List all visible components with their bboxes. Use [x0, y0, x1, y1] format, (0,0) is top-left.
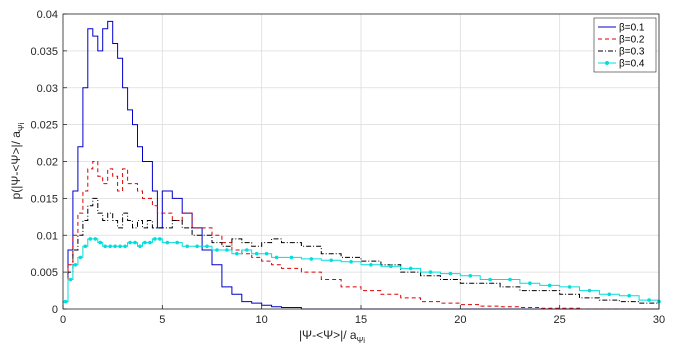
- y-tick-label: 0.035: [30, 46, 58, 58]
- data-point-marker: [88, 237, 93, 241]
- data-point-marker: [468, 274, 473, 278]
- legend-label: β=0.4: [619, 59, 645, 70]
- data-point-marker: [488, 277, 492, 282]
- data-point-marker: [349, 260, 353, 264]
- data-point-marker: [264, 251, 269, 256]
- data-point-marker: [215, 248, 219, 252]
- series-2: [62, 161, 659, 310]
- data-point-marker: [68, 277, 73, 282]
- data-point-marker: [448, 271, 453, 276]
- data-point-marker: [118, 244, 122, 249]
- legend-item: β=0.2: [598, 35, 645, 46]
- legend-item: β=0.4: [598, 59, 645, 70]
- data-point-marker: [93, 237, 98, 241]
- data-point-marker: [195, 244, 199, 249]
- legend: β=0.1β=0.2β=0.3β=0.4: [593, 17, 657, 73]
- y-tick-label: 0.04: [37, 9, 58, 21]
- data-point-marker: [63, 299, 68, 304]
- data-point-marker: [587, 288, 592, 293]
- data-point-marker: [133, 240, 137, 245]
- data-point-marker: [309, 257, 314, 261]
- data-point-marker: [138, 244, 142, 249]
- y-axis-label-subscript: Ψi: [17, 122, 26, 131]
- series-4: [62, 237, 661, 309]
- y-tick-label: 0.01: [37, 230, 58, 242]
- data-point-marker: [148, 240, 152, 245]
- series-3: [62, 197, 660, 309]
- data-point-marker: [235, 251, 239, 256]
- data-point-marker: [607, 292, 612, 297]
- legend-label: β=0.2: [619, 35, 645, 46]
- data-point-marker: [408, 266, 413, 271]
- data-point-marker: [205, 244, 209, 249]
- data-point-marker: [274, 255, 279, 260]
- x-tick-label: 15: [355, 314, 367, 326]
- data-point-marker: [547, 283, 552, 288]
- data-point-marker: [428, 270, 433, 274]
- series-line: [62, 197, 660, 309]
- x-axis-label-subscript: Ψi: [357, 336, 366, 345]
- data-point-marker: [78, 255, 83, 260]
- data-point-marker: [329, 258, 334, 263]
- data-point-marker: [289, 255, 294, 260]
- series-line: [62, 161, 659, 310]
- data-point-marker: [245, 248, 249, 252]
- x-tick-label: 25: [554, 314, 566, 326]
- y-axis-label: p(|Ψ-<Ψ>|/ aΨi: [9, 122, 26, 199]
- data-point-marker: [73, 263, 78, 267]
- series-group: [62, 20, 661, 310]
- x-tick-label: 30: [653, 314, 665, 326]
- data-point-marker: [389, 264, 393, 269]
- data-point-marker: [175, 240, 179, 245]
- data-point-marker: [113, 244, 117, 249]
- data-point-marker: [528, 281, 532, 286]
- y-tick-label: 0: [52, 304, 58, 316]
- data-point-marker: [647, 298, 651, 302]
- data-point-marker: [98, 240, 103, 245]
- data-point-marker: [128, 240, 132, 245]
- data-point-marker: [143, 240, 147, 245]
- legend-marker: [605, 61, 609, 65]
- data-point-marker: [83, 244, 88, 249]
- x-tick-label: 5: [159, 314, 165, 326]
- data-point-marker: [123, 244, 127, 249]
- data-point-marker: [103, 244, 107, 249]
- data-point-marker: [508, 277, 512, 282]
- x-tick-label: 20: [454, 314, 466, 326]
- legend-label: β=0.3: [619, 47, 645, 58]
- data-point-marker: [627, 293, 631, 298]
- data-point-marker: [165, 240, 170, 245]
- x-tick-label: 10: [256, 314, 268, 326]
- x-tick-label: 0: [60, 314, 66, 326]
- data-point-marker: [225, 248, 229, 252]
- data-point-marker: [108, 244, 112, 249]
- data-point-marker: [185, 244, 189, 249]
- data-point-marker: [567, 285, 572, 289]
- y-tick-label: 0.02: [37, 157, 58, 169]
- legend-item: β=0.3: [598, 47, 645, 58]
- y-tick-label: 0.015: [30, 193, 58, 205]
- data-point-marker: [153, 237, 157, 241]
- legend-label: β=0.1: [619, 23, 645, 34]
- ticks: 0 5 10 15 20 25 30 0 0.005 0.01 0.015 0.02 0.025 0.03…: [30, 9, 665, 326]
- legend-item: β=0.1: [598, 23, 645, 34]
- x-axis-label: |Ψ-<Ψ>|/ aΨi: [299, 328, 365, 345]
- y-tick-label: 0.005: [30, 267, 58, 279]
- y-tick-label: 0.025: [30, 120, 58, 132]
- y-tick-label: 0.03: [37, 83, 58, 95]
- data-point-marker: [254, 251, 259, 256]
- data-point-marker: [158, 237, 162, 241]
- data-point-marker: [369, 263, 373, 267]
